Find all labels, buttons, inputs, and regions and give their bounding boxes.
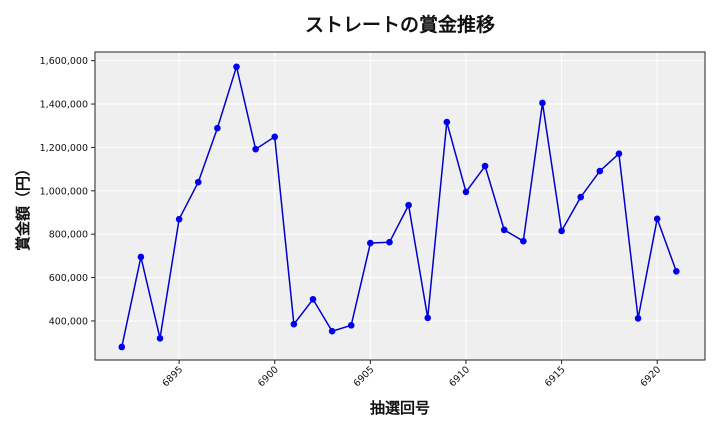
y-axis-ticks: 400,000 600,000 800,000 1,000,000 1,200,000 1…: [40, 56, 95, 327]
plot-area: [95, 52, 705, 360]
data-point-marker: [175, 215, 183, 223]
series-line: [121, 63, 678, 348]
y-tick-label: 1,000,000: [40, 186, 88, 197]
data-point-marker: [118, 343, 126, 351]
data-point-marker: [233, 63, 240, 71]
data-point-marker: [673, 267, 680, 275]
data-point-marker: [596, 167, 604, 175]
data-point-marker: [194, 178, 202, 186]
data-point-marker: [367, 239, 374, 247]
data-point-marker: [634, 315, 642, 322]
data-point-marker: [328, 327, 336, 335]
data-point-marker: [252, 145, 259, 153]
x-tick-label: 6900: [256, 364, 281, 389]
data-point-marker: [462, 188, 470, 196]
data-point-marker: [558, 227, 565, 235]
data-point-marker: [615, 150, 623, 158]
y-tick-label: 400,000: [49, 316, 88, 327]
data-point-marker: [520, 237, 527, 245]
data-point-marker: [424, 314, 432, 322]
x-tick-label: 6920: [638, 364, 663, 389]
plot-frame: [94, 51, 706, 361]
x-tick-label: 6895: [160, 364, 185, 389]
chart-title: ストレートの賞金推移: [304, 14, 495, 36]
data-point-marker: [347, 321, 355, 329]
y-tick-label: 600,000: [49, 273, 88, 284]
y-tick-label: 800,000: [49, 230, 88, 241]
data-point-marker: [386, 238, 393, 246]
data-point-marker: [309, 295, 317, 303]
data-point-marker: [500, 226, 508, 234]
x-axis-label: 抽選回号: [370, 399, 430, 417]
y-tick-label: 1,600,000: [40, 56, 88, 67]
data-point-marker: [290, 320, 298, 328]
data-point-marker: [539, 99, 546, 107]
y-tick-label: 1,200,000: [40, 143, 88, 154]
data-point-marker: [137, 253, 145, 261]
data-series: [118, 63, 680, 351]
x-tick-label: 6910: [447, 364, 472, 389]
y-axis-label: 賞金額（円）: [14, 161, 32, 251]
x-axis-ticks: 6895 6900 6905 6910 6915 6920: [160, 360, 663, 389]
data-point-marker: [405, 201, 412, 209]
data-point-marker: [481, 162, 489, 170]
x-tick-label: 6915: [543, 364, 568, 389]
data-point-marker: [156, 335, 164, 342]
data-point-marker: [577, 193, 585, 201]
data-point-marker: [271, 133, 279, 141]
y-tick-label: 1,400,000: [40, 100, 88, 111]
data-point-marker: [214, 124, 221, 132]
x-tick-label: 6905: [352, 364, 377, 389]
data-point-marker: [653, 215, 661, 223]
data-point-marker: [443, 118, 451, 126]
gridlines: [95, 52, 705, 360]
